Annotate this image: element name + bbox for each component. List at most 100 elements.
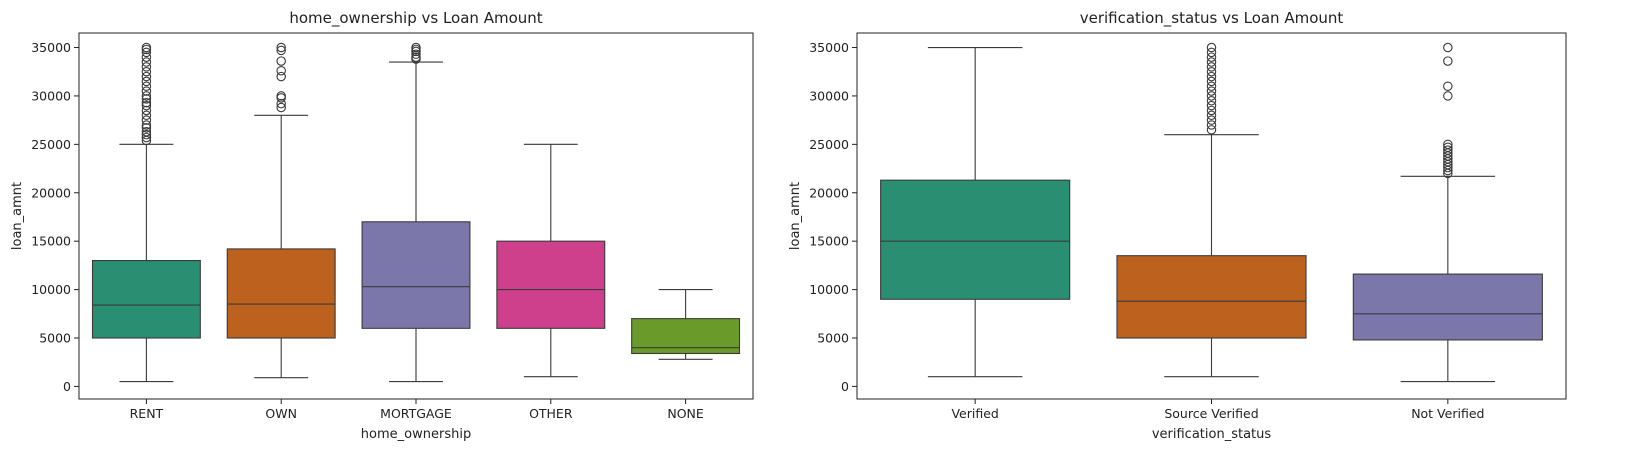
- outlier-point: [141, 86, 152, 96]
- outlier-point: [1206, 115, 1217, 125]
- outlier-point: [141, 66, 152, 77]
- x-tick-label: RENT: [130, 406, 164, 421]
- y-axis-label: loan_amnt: [788, 182, 803, 250]
- outlier-point: [141, 47, 152, 58]
- x-tick-label: MORTGAGE: [380, 406, 452, 421]
- outlier-point: [411, 49, 421, 60]
- y-tick-label: 0: [841, 379, 849, 394]
- outlier-point: [1206, 110, 1217, 121]
- y-tick-label: 35000: [809, 40, 849, 55]
- outlier-point: [141, 57, 152, 67]
- outlier-point: [1206, 125, 1217, 135]
- box-own: [226, 42, 336, 379]
- chart-panel-2: verification_status vs Loan Amount 0 5000 1…: [788, 9, 1567, 442]
- y-tick-label: 5000: [39, 331, 71, 346]
- chart-title: verification_status vs Loan Amount: [1080, 9, 1344, 28]
- y-tick-label: 15000: [31, 234, 71, 249]
- chart-panel-1: home_ownership vs Loan Amount 0 5000 10000 1…: [10, 9, 754, 442]
- outlier-point: [141, 120, 152, 130]
- outlier-point: [276, 98, 286, 109]
- outlier-point: [1206, 120, 1217, 130]
- x-tick-label: Verified: [951, 406, 998, 421]
- outlier-point: [141, 115, 152, 125]
- outlier-point: [276, 102, 286, 113]
- outlier-point: [1206, 81, 1217, 92]
- outlier-point: [1206, 100, 1217, 111]
- axes-frame: [856, 32, 1567, 400]
- box-source-verified: [1116, 42, 1307, 378]
- axes-frame: [78, 32, 754, 400]
- outlier-point: [1206, 76, 1217, 87]
- outlier-point: [141, 52, 152, 62]
- box-body: [496, 240, 606, 329]
- outlier-point: [141, 132, 152, 143]
- box-none: [631, 289, 741, 360]
- outlier-point: [1206, 96, 1217, 106]
- outlier-point: [141, 127, 152, 137]
- outlier-point: [141, 110, 152, 121]
- outlier-point: [141, 62, 152, 72]
- outlier-point: [1206, 105, 1217, 116]
- outlier-point: [1443, 142, 1453, 153]
- outlier-point: [1443, 91, 1453, 101]
- chart-title: home_ownership vs Loan Amount: [289, 9, 542, 28]
- outlier-point: [1443, 42, 1453, 53]
- box-body: [631, 318, 741, 355]
- x-tick-label: NONE: [667, 406, 704, 421]
- x-axis-label: home_ownership: [361, 427, 471, 442]
- y-tick-label: 30000: [809, 88, 849, 103]
- outlier-point: [141, 100, 152, 111]
- box-verified: [880, 46, 1071, 378]
- y-axis-label: loan_amnt: [10, 182, 25, 250]
- outlier-point: [276, 71, 286, 82]
- outlier-point: [276, 91, 286, 101]
- y-tick-label: 25000: [809, 137, 849, 152]
- outlier-point: [141, 42, 152, 53]
- outlier-point: [276, 56, 286, 66]
- outlier-point: [276, 45, 286, 56]
- outlier-point: [1206, 52, 1217, 62]
- y-tick-label: 20000: [809, 185, 849, 200]
- outlier-point: [1443, 139, 1453, 150]
- y-tick-label: 10000: [31, 282, 71, 297]
- y-tick-label: 0: [63, 379, 71, 394]
- box-body: [91, 259, 201, 339]
- outlier-point: [141, 91, 152, 101]
- box-body: [880, 179, 1071, 300]
- outlier-point: [1206, 91, 1217, 101]
- box-body: [361, 221, 471, 329]
- box-mortgage: [361, 42, 471, 383]
- outlier-point: [141, 94, 152, 104]
- outlier-point: [141, 97, 152, 108]
- outlier-point: [1206, 86, 1217, 96]
- box-body: [226, 248, 336, 339]
- outlier-point: [276, 93, 286, 103]
- outlier-point: [411, 52, 421, 62]
- x-tick-label: OWN: [265, 406, 297, 421]
- box-not-verified: [1352, 42, 1543, 383]
- y-tick-label: 10000: [809, 282, 849, 297]
- outlier-point: [1206, 62, 1217, 72]
- outlier-point: [141, 129, 152, 140]
- y-tick-label: 30000: [31, 88, 71, 103]
- outlier-point: [1206, 42, 1217, 53]
- outlier-point: [1206, 57, 1217, 67]
- box-other: [496, 143, 606, 378]
- x-tick-label: OTHER: [529, 406, 573, 421]
- x-tick-label: Not Verified: [1411, 406, 1484, 421]
- outlier-point: [141, 71, 152, 82]
- outlier-point: [141, 123, 152, 133]
- outlier-point: [141, 81, 152, 92]
- outlier-point: [1206, 66, 1217, 77]
- outlier-point: [1206, 71, 1217, 82]
- y-tick-label: 15000: [809, 234, 849, 249]
- x-axis-label: verification_status: [1152, 427, 1272, 442]
- outlier-point: [1443, 56, 1453, 66]
- box-body: [1352, 273, 1543, 341]
- outlier-point: [141, 76, 152, 87]
- x-tick-label: Source Verified: [1164, 406, 1258, 421]
- outlier-point: [141, 105, 152, 116]
- outlier-point: [276, 66, 286, 76]
